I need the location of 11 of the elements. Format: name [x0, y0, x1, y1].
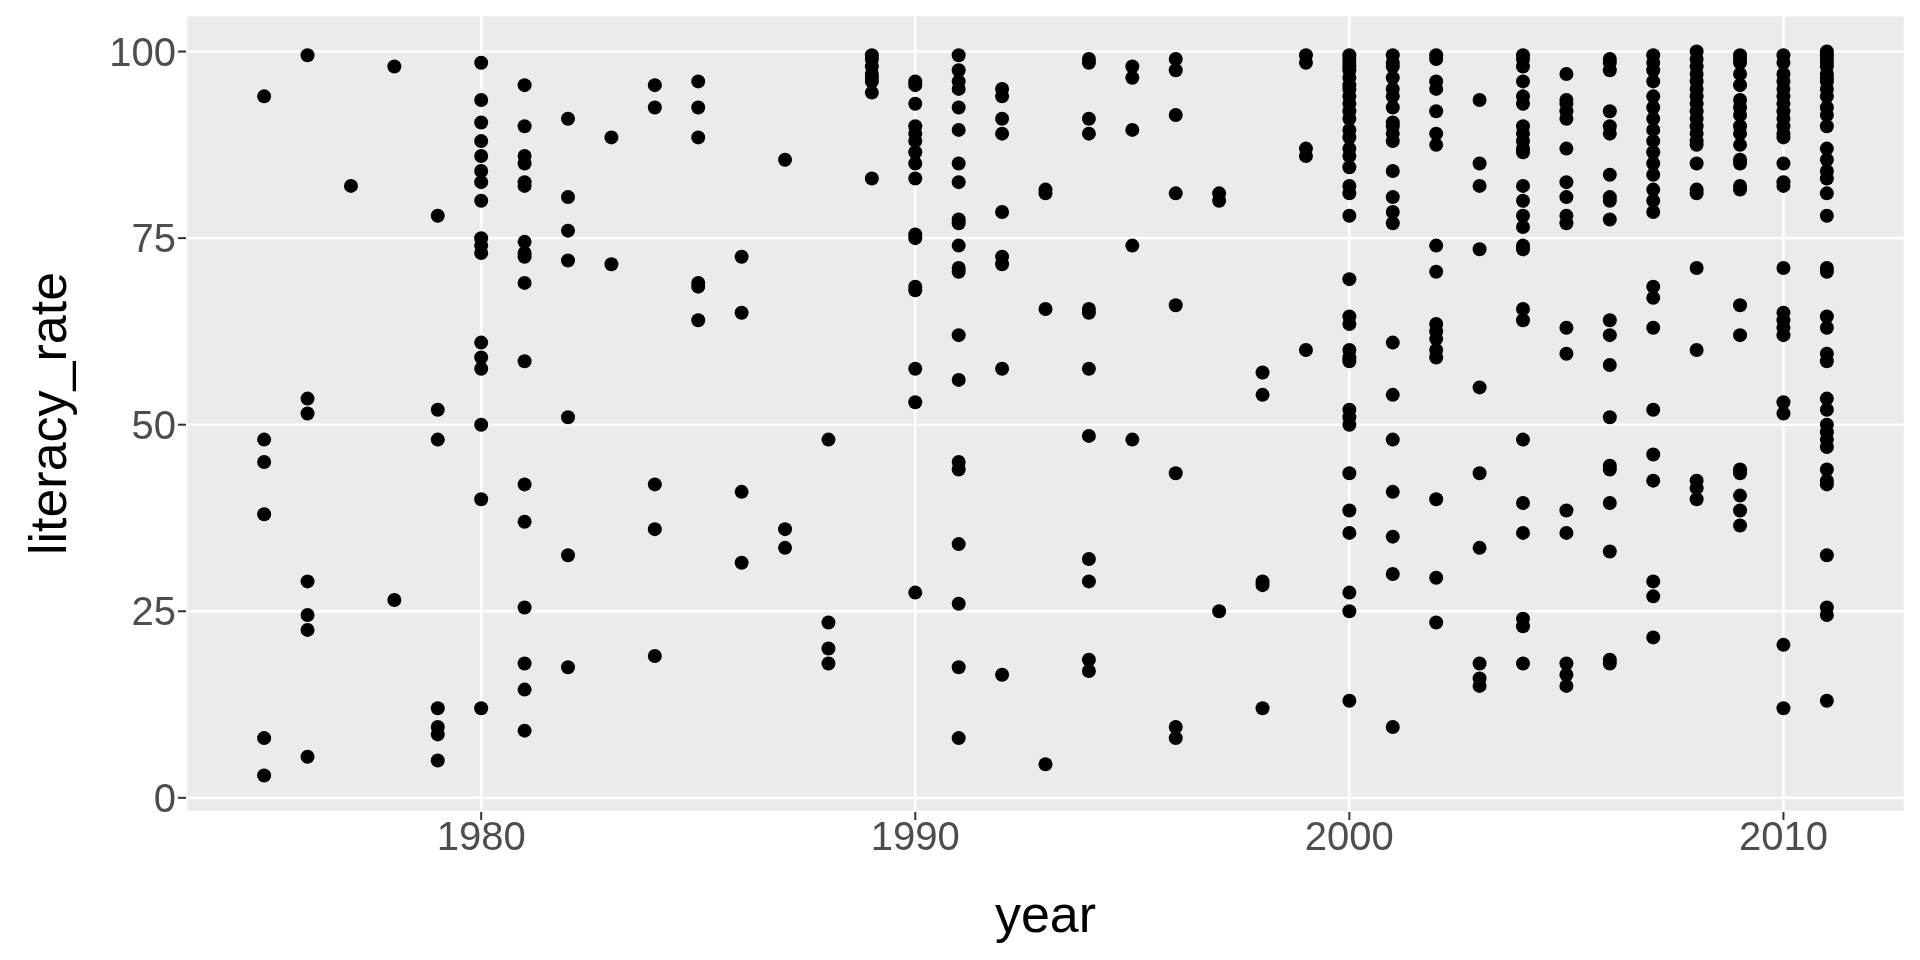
x-tick-label: 2000: [1304, 814, 1394, 859]
x-axis-title: year: [994, 885, 1097, 943]
y-tick-label: 50: [131, 402, 176, 447]
y-axis-title: literacy_rate: [19, 271, 78, 556]
y-tick-label: 0: [153, 776, 176, 821]
y-tick-label: 75: [131, 216, 176, 261]
x-tick-label: 1980: [436, 814, 526, 859]
y-tick-label: 25: [131, 589, 176, 634]
x-tick-label: 2010: [1738, 814, 1828, 859]
x-tick-label: 1990: [870, 814, 960, 859]
y-tick-label: 100: [109, 29, 176, 74]
